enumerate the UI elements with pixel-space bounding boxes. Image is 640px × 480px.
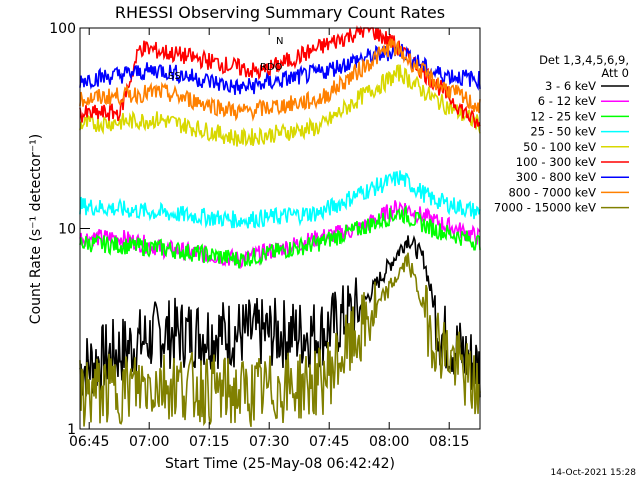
legend-entry-label: 800 - 7000 keV (508, 185, 596, 199)
x-axis-label: Start Time (25-May-08 06:42:42) (165, 456, 395, 472)
y-tick-label: 100 (49, 21, 76, 37)
legend-entry-label: 7000 - 15000 keV (494, 201, 596, 215)
y-tick-label: 10 (58, 222, 76, 238)
legend-entry-label: 3 - 6 keV (545, 79, 596, 93)
series-line-7 (79, 37, 481, 122)
chart-title: RHESSI Observing Summary Count Rates (115, 3, 445, 22)
legend-entry-label: 6 - 12 keV (538, 94, 596, 108)
series-line-6 (79, 43, 481, 95)
legend-entry-label: 25 - 50 keV (530, 125, 596, 139)
x-tick-label: 07:15 (189, 434, 229, 450)
series-line-3 (79, 170, 481, 229)
flag-label: SS (168, 71, 181, 82)
y-axis-label: Count Rate (s⁻¹ detector⁻¹) (28, 134, 44, 324)
legend-entry-label: 100 - 300 keV (516, 155, 596, 169)
legend-entry-label: 12 - 25 keV (530, 109, 596, 123)
x-tick-label: 08:00 (369, 434, 409, 450)
legend-entry-label: 300 - 800 keV (516, 170, 596, 184)
y-tick-label: 1 (67, 422, 76, 438)
series-line-0 (79, 234, 481, 398)
series-line-4 (79, 64, 481, 147)
data-layer (79, 25, 481, 427)
x-tick-label: 06:45 (69, 434, 109, 450)
axes: 06:45 07:00 07:15 07:30 07:45 08:00 08:15 1 10 10… (49, 21, 469, 450)
series-line-2 (79, 205, 481, 269)
legend-entry-label: 50 - 100 keV (523, 140, 596, 154)
flag-label: N (276, 36, 283, 47)
flag-label: RDO (260, 62, 283, 73)
x-tick-label: 07:45 (309, 434, 349, 450)
series-line-8 (79, 252, 481, 427)
footer-timestamp: 14-Oct-2021 15:28 (551, 468, 637, 478)
legend-header: Det 1,3,4,5,6,9, (539, 53, 629, 67)
x-tick-label: 07:30 (249, 434, 289, 450)
x-tick-label: 08:15 (429, 434, 469, 450)
x-tick-label: 07:00 (129, 434, 169, 450)
legend-header: Att 0 (601, 66, 629, 80)
